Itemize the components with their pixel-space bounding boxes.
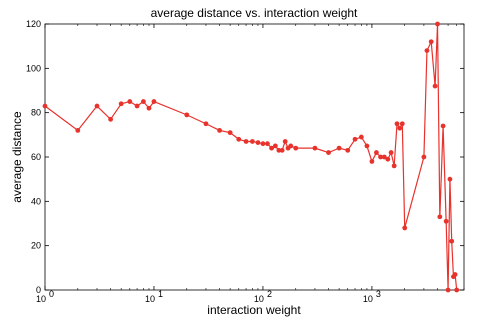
data-point: [440, 123, 446, 129]
data-point: [402, 225, 408, 231]
data-point: [437, 214, 443, 220]
data-point: [369, 159, 375, 164]
y-tick-label: 60: [31, 152, 41, 162]
x-tick-exponent: 1: [158, 289, 163, 299]
data-point: [421, 154, 427, 160]
x-tick-label: 10: [254, 294, 264, 304]
y-tick-label: 100: [26, 63, 41, 73]
x-tick-exponent: 3: [376, 289, 381, 299]
data-point: [374, 150, 379, 155]
data-point: [399, 121, 405, 127]
data-point: [94, 103, 100, 109]
x-axis-label: interaction weight: [207, 303, 301, 317]
y-tick-label: 80: [31, 108, 41, 118]
data-point: [364, 143, 370, 149]
data-point: [265, 141, 270, 147]
data-point: [435, 21, 440, 27]
data-point: [141, 99, 146, 104]
data-point: [146, 105, 152, 111]
data-point: [388, 150, 394, 155]
x-tick-label: 10: [363, 294, 373, 304]
data-point: [279, 147, 285, 153]
data-point: [394, 121, 400, 127]
data-point: [288, 143, 294, 149]
x-tick-exponent: 2: [267, 289, 272, 299]
data-point: [397, 125, 403, 131]
y-tick-label: 0: [36, 285, 41, 295]
data-point: [449, 238, 455, 244]
data-point: [255, 140, 261, 145]
x-tick-label: 10: [36, 294, 46, 304]
data-point: [447, 176, 453, 182]
y-axis-label: average distance: [10, 111, 24, 203]
x-tick-exponent: 0: [49, 289, 54, 299]
data-point: [260, 141, 266, 147]
data-point: [293, 145, 299, 151]
data-point: [108, 116, 114, 122]
data-point: [454, 287, 460, 293]
data-point: [269, 145, 274, 151]
data-point: [428, 39, 434, 45]
plot-area: [44, 23, 465, 291]
data-point: [432, 83, 438, 89]
data-point: [249, 139, 255, 144]
y-axis: 0 20 40 60 80 100 120: [26, 19, 464, 295]
x-axis: 10 0 10 1 10 2 10 3: [36, 24, 465, 304]
data-point: [118, 101, 124, 107]
chart-title: average distance vs. interaction weight: [151, 6, 358, 20]
data-point: [236, 136, 242, 142]
y-tick-label: 20: [31, 241, 41, 251]
data-point: [326, 150, 331, 155]
data-point: [424, 48, 430, 53]
data-point: [358, 134, 364, 140]
y-tick-label: 40: [31, 196, 41, 206]
y-tick-label: 120: [26, 19, 41, 29]
x-tick-label: 10: [145, 294, 155, 304]
data-point: [452, 272, 458, 277]
data-point: [227, 130, 233, 136]
data-point: [127, 99, 133, 104]
data-point: [445, 287, 451, 293]
data-point: [378, 154, 383, 160]
data-point: [184, 112, 190, 118]
data-point: [385, 156, 391, 162]
data-point: [381, 154, 387, 160]
data-point: [243, 139, 249, 144]
series-layer: [42, 21, 460, 293]
data-point: [282, 139, 288, 144]
data-point: [151, 99, 157, 104]
data-point: [345, 147, 351, 153]
series-line: [44, 23, 458, 291]
data-point: [443, 218, 449, 224]
data-point: [217, 127, 222, 133]
data-point: [391, 163, 397, 169]
data-point: [312, 145, 318, 151]
data-point: [272, 143, 278, 149]
data-point: [352, 136, 358, 142]
data-point: [42, 103, 48, 109]
data-point: [75, 127, 81, 133]
data-point: [134, 103, 140, 109]
data-point: [203, 121, 209, 127]
data-point: [336, 145, 342, 151]
